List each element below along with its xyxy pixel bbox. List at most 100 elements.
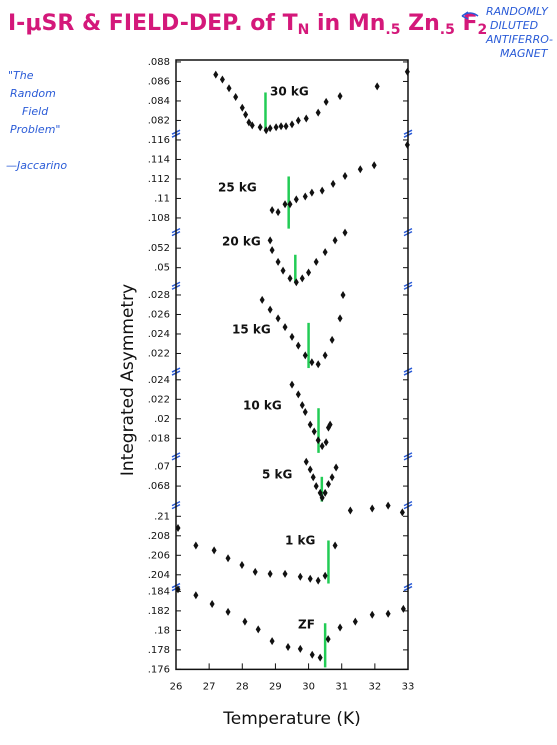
x-tick-label: 27 xyxy=(203,681,216,692)
data-point xyxy=(307,574,313,583)
data-point xyxy=(400,604,406,613)
data-point xyxy=(347,506,353,515)
data-point xyxy=(225,607,231,616)
data-point xyxy=(213,70,219,79)
data-point xyxy=(269,637,275,646)
data-point xyxy=(269,246,275,255)
data-point xyxy=(263,126,269,135)
title-part: F xyxy=(455,11,478,36)
data-point xyxy=(329,473,335,482)
x-axis-label: Temperature (K) xyxy=(222,709,361,729)
data-point xyxy=(325,635,331,644)
data-point xyxy=(269,206,275,215)
y-tick-label: .206 xyxy=(148,550,170,561)
y-tick-label: .052 xyxy=(148,243,170,254)
data-point xyxy=(302,192,308,201)
data-point xyxy=(282,323,288,332)
data-point xyxy=(297,644,303,653)
data-point xyxy=(233,93,239,102)
side-note: ANTIFERRO- xyxy=(485,33,553,46)
data-point xyxy=(310,473,316,482)
data-point xyxy=(295,341,301,350)
data-point xyxy=(242,617,248,626)
data-point xyxy=(293,278,299,287)
data-point xyxy=(369,504,375,513)
data-point xyxy=(243,110,249,119)
data-point xyxy=(303,457,309,466)
data-point xyxy=(275,314,281,323)
arrow xyxy=(461,11,479,20)
data-point xyxy=(319,493,325,502)
data-point xyxy=(257,123,263,132)
data-point xyxy=(357,165,363,174)
data-point xyxy=(332,541,338,550)
data-point xyxy=(317,488,323,497)
data-point xyxy=(302,351,308,360)
side-note: RANDOMLY xyxy=(486,5,549,18)
data-point xyxy=(399,508,405,517)
data-point xyxy=(226,84,232,93)
y-tick-label: .116 xyxy=(148,135,170,146)
data-point xyxy=(323,97,329,106)
data-point xyxy=(329,335,335,344)
x-tick-label: 29 xyxy=(269,681,282,692)
data-point xyxy=(289,120,295,129)
data-point xyxy=(267,124,273,133)
y-tick-label: .05 xyxy=(154,263,170,274)
data-point xyxy=(239,103,245,112)
y-tick-label: .18 xyxy=(154,625,170,636)
y-tick-label: .208 xyxy=(148,531,170,542)
data-point xyxy=(315,108,321,117)
data-point xyxy=(333,463,339,472)
panel-label: 30 kG xyxy=(270,85,309,99)
y-tick-label: .112 xyxy=(148,174,170,185)
y-tick-label: .026 xyxy=(148,309,170,320)
y-tick-label: .11 xyxy=(154,193,170,204)
data-point xyxy=(322,351,328,360)
title: I-μSR & FIELD-DEP. of TN in Mn.5 Zn.5 F2 xyxy=(8,11,487,38)
data-point xyxy=(303,114,309,123)
data-point xyxy=(275,208,281,217)
title-part: in Mn xyxy=(309,11,385,36)
y-tick-label: .028 xyxy=(148,290,170,301)
title-part: .5 xyxy=(440,22,455,38)
data-point xyxy=(219,75,225,84)
data-point xyxy=(267,305,273,314)
y-tick-label: .178 xyxy=(148,645,170,656)
y-tick-label: .082 xyxy=(148,115,170,126)
panel-label: 15 kG xyxy=(232,323,271,337)
data-point xyxy=(385,609,391,618)
plot-frame xyxy=(175,59,409,671)
data-point xyxy=(327,420,333,429)
data-point xyxy=(246,118,252,127)
y-tick-label: .07 xyxy=(154,462,170,473)
data-point xyxy=(275,257,281,266)
data-point xyxy=(352,617,358,626)
y-tick-label: .022 xyxy=(148,348,170,359)
data-point xyxy=(337,623,343,632)
title-part: .5 xyxy=(385,22,400,38)
data-point xyxy=(307,420,313,429)
data-point xyxy=(287,274,293,283)
data-point xyxy=(311,427,317,436)
y-tick-label: .02 xyxy=(154,414,170,425)
quote: "The xyxy=(8,69,34,82)
y-tick-label: .068 xyxy=(148,481,170,492)
data-point xyxy=(313,257,319,266)
panel-label: 25 kG xyxy=(218,181,257,195)
data-point xyxy=(278,122,284,131)
title-part: I-μSR & FIELD-DEP. of T xyxy=(8,11,298,36)
y-tick-label: .024 xyxy=(148,375,170,386)
data-point xyxy=(267,569,273,578)
data-point xyxy=(309,650,315,659)
data-point xyxy=(273,123,279,132)
data-point xyxy=(322,571,328,580)
title-part: Zn xyxy=(400,11,439,36)
y-tick-label: .088 xyxy=(148,57,170,68)
x-tick-label: 32 xyxy=(368,681,381,692)
panel-label: 20 kG xyxy=(222,235,261,249)
data-point xyxy=(255,625,261,634)
data-point xyxy=(293,195,299,204)
